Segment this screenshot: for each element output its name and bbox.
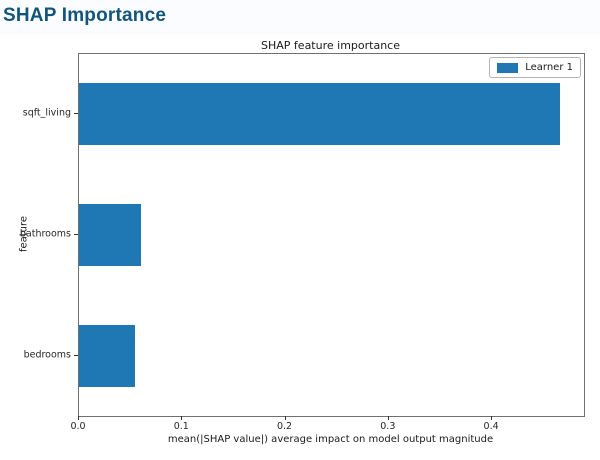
y-tick-label-bathrooms: bathrooms [19,228,71,240]
x-tick-label-0.1: 0.1 [173,421,189,432]
bar-sqft_living [79,83,561,146]
y-tick-mark [74,234,78,235]
y-tick-mark [74,354,78,356]
x-tick-mark [284,416,286,420]
x-axis-label: mean(|SHAP value|) average impact on mod… [167,434,494,445]
x-tick-mark [181,416,183,420]
legend: Learner 1 [489,57,581,78]
header: SHAP Importance [0,0,600,34]
x-tick-label-0.3: 0.3 [380,421,396,432]
legend-label: Learner 1 [525,62,573,73]
x-tick-mark [387,416,389,420]
legend-swatch-learner-1 [497,62,519,73]
x-tick-label-0.4: 0.4 [483,421,499,432]
y-tick-mark [74,113,78,115]
y-tick-label-sqft_living: sqft_living [22,107,71,119]
plot-area: Learner 1 [78,53,585,417]
bar-bedrooms [79,324,135,387]
chart-title: SHAP feature importance [261,39,400,52]
y-tick-label-bedrooms: bedrooms [23,349,71,361]
x-tick-mark [491,416,493,420]
shap-importance-figure: SHAP feature importance feature Learner … [0,34,600,460]
x-tick-mark [78,416,79,420]
bar-bathrooms [79,204,141,266]
x-tick-label-0.0: 0.0 [70,421,86,432]
page-title: SHAP Importance [3,5,167,26]
x-tick-label-0.2: 0.2 [276,421,293,432]
